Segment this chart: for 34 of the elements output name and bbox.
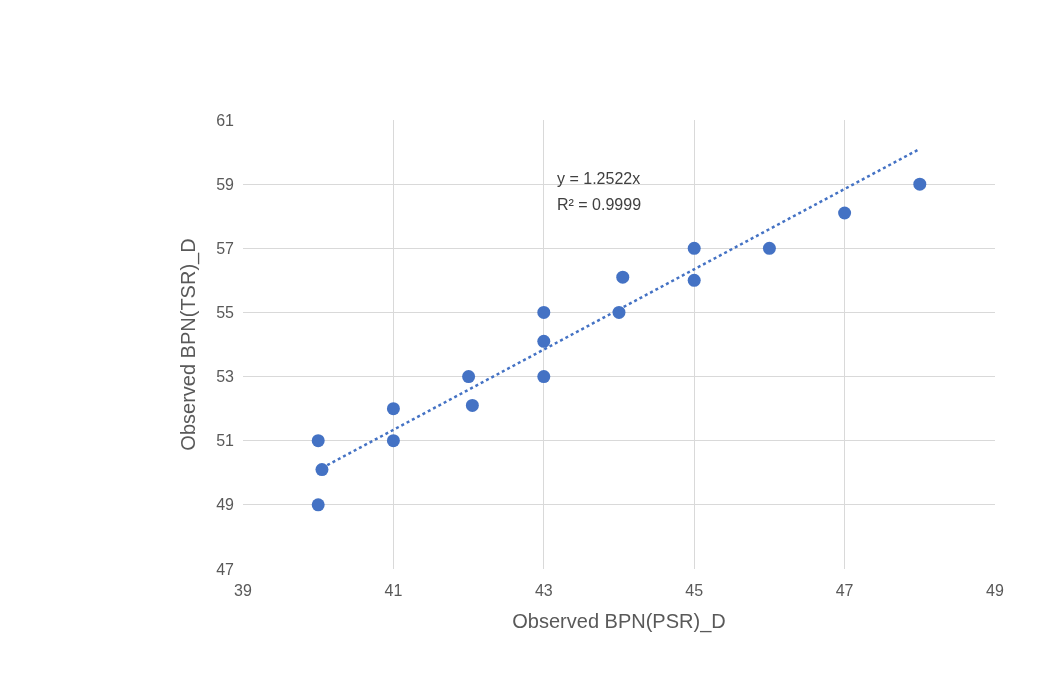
y-tick-label: 47	[216, 560, 235, 578]
point	[687, 241, 701, 255]
point	[616, 270, 630, 284]
point	[315, 463, 329, 477]
y-tick-label: 59	[216, 175, 235, 193]
point	[537, 305, 551, 319]
y-tick-label: 53	[216, 368, 235, 386]
point	[913, 177, 927, 191]
x-tick-label: 47	[835, 582, 854, 599]
point	[687, 273, 701, 287]
y-tick-label: 55	[216, 304, 235, 322]
point	[386, 434, 400, 448]
annotation: R² = 0.9999	[557, 196, 642, 213]
y-tick-label: 51	[216, 432, 235, 450]
point	[311, 434, 325, 448]
annotation: y = 1.2522x	[557, 170, 641, 187]
y-tick-label: 61	[216, 111, 235, 129]
point	[386, 402, 400, 416]
y-axis-title: Observed BPN(TSR)_D	[176, 238, 200, 451]
point	[537, 334, 551, 348]
point	[311, 498, 325, 512]
y-tick-label: 57	[216, 239, 235, 257]
x-tick-label: 49	[986, 582, 1004, 599]
point	[465, 398, 479, 412]
point	[838, 206, 852, 220]
x-tick-label: 39	[234, 582, 252, 599]
y-tick-label: 49	[216, 496, 235, 514]
x-tick-label: 43	[534, 582, 553, 599]
point	[462, 370, 476, 384]
x-axis-title: Observed BPN(PSR)_D	[512, 609, 726, 633]
x-tick-label: 45	[685, 582, 704, 599]
point	[537, 370, 551, 384]
x-tick-label: 41	[384, 582, 403, 599]
point	[762, 241, 776, 255]
